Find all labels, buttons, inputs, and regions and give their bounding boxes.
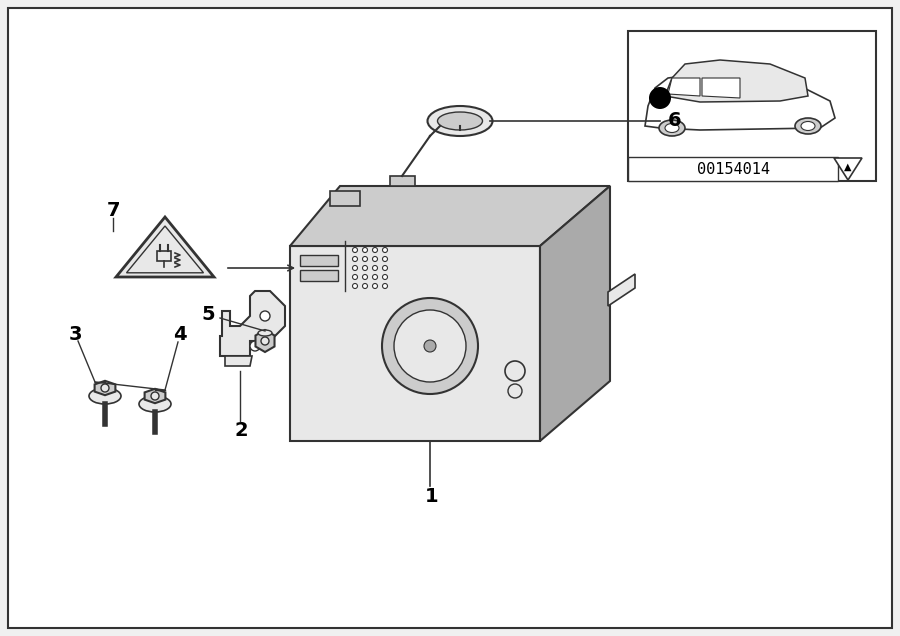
Polygon shape [668, 78, 700, 96]
Circle shape [394, 310, 466, 382]
Circle shape [649, 87, 671, 109]
Circle shape [373, 247, 377, 252]
Text: 00154014: 00154014 [697, 162, 770, 177]
Text: ▲: ▲ [844, 162, 851, 172]
Polygon shape [145, 389, 166, 403]
Circle shape [353, 247, 357, 252]
Circle shape [261, 337, 269, 345]
Ellipse shape [258, 330, 272, 336]
Circle shape [353, 256, 357, 261]
Circle shape [363, 247, 367, 252]
Polygon shape [290, 246, 540, 441]
Ellipse shape [665, 123, 679, 132]
Circle shape [151, 392, 159, 400]
Ellipse shape [659, 120, 685, 136]
Circle shape [353, 284, 357, 289]
Text: 3: 3 [68, 324, 82, 343]
Circle shape [353, 265, 357, 270]
Bar [300, 255, 338, 266]
Polygon shape [127, 226, 203, 273]
Bar [628, 157, 838, 181]
Circle shape [373, 265, 377, 270]
Circle shape [353, 275, 357, 279]
Polygon shape [157, 251, 171, 261]
Circle shape [424, 340, 436, 352]
Ellipse shape [89, 388, 121, 404]
Polygon shape [94, 381, 115, 395]
Polygon shape [220, 291, 285, 356]
Text: 7: 7 [106, 200, 120, 219]
Ellipse shape [139, 396, 171, 412]
Circle shape [373, 275, 377, 279]
Polygon shape [665, 60, 808, 102]
Polygon shape [834, 158, 862, 180]
Circle shape [382, 298, 478, 394]
Polygon shape [702, 78, 740, 98]
Circle shape [505, 361, 525, 381]
Polygon shape [256, 330, 274, 352]
Circle shape [382, 265, 388, 270]
Polygon shape [330, 191, 360, 206]
Text: 6: 6 [668, 111, 681, 130]
Text: 2: 2 [234, 422, 248, 441]
Circle shape [363, 265, 367, 270]
Ellipse shape [795, 118, 821, 134]
Polygon shape [608, 274, 635, 306]
Polygon shape [290, 186, 610, 246]
Polygon shape [225, 356, 252, 366]
Circle shape [373, 256, 377, 261]
Circle shape [382, 275, 388, 279]
Polygon shape [116, 217, 214, 277]
Bar [628, 31, 876, 181]
Circle shape [382, 284, 388, 289]
Circle shape [363, 284, 367, 289]
Text: 5: 5 [202, 305, 215, 324]
Circle shape [101, 384, 109, 392]
Circle shape [382, 247, 388, 252]
Circle shape [250, 341, 260, 351]
Circle shape [363, 275, 367, 279]
Bar [300, 270, 338, 281]
Ellipse shape [428, 106, 492, 136]
Ellipse shape [437, 112, 482, 130]
Polygon shape [540, 186, 610, 441]
Polygon shape [390, 176, 415, 186]
Polygon shape [645, 74, 835, 130]
Circle shape [260, 311, 270, 321]
Circle shape [373, 284, 377, 289]
Circle shape [508, 384, 522, 398]
Text: 1: 1 [425, 487, 439, 506]
Text: 4: 4 [173, 324, 187, 343]
Circle shape [363, 256, 367, 261]
Ellipse shape [801, 121, 815, 130]
Circle shape [382, 256, 388, 261]
